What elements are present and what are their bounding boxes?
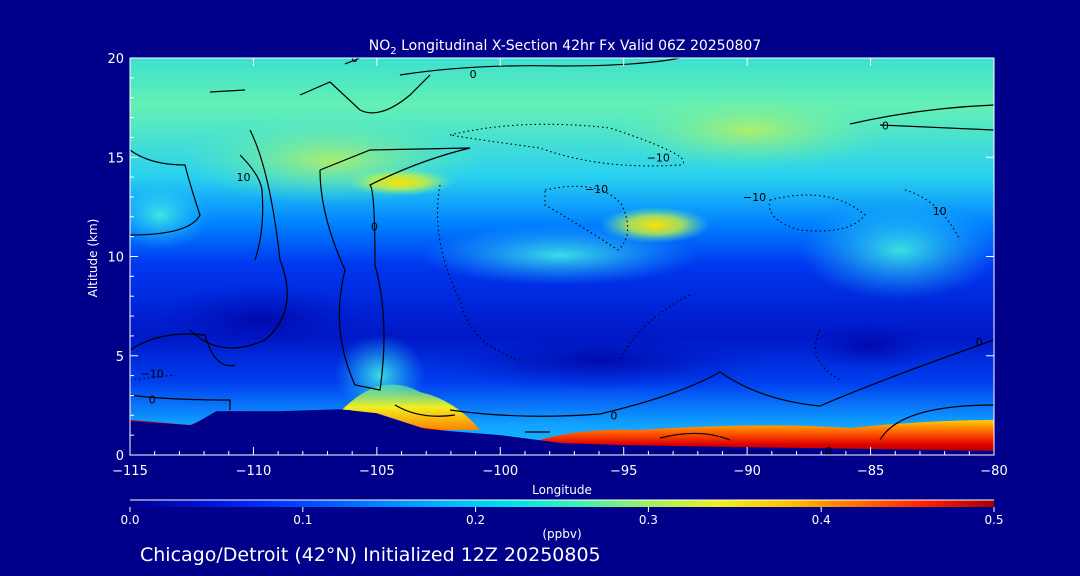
contour-label: 0 (882, 119, 889, 132)
y-tick-label: 5 (116, 350, 124, 365)
cyan-mid-west (130, 180, 210, 250)
contour-label: 0 (976, 336, 983, 349)
colorbar-tick-label: 0.5 (984, 513, 1003, 527)
mid-minimum-center (430, 330, 770, 390)
x-axis-label: Longitude (532, 483, 592, 497)
y-axis-label: Altitude (km) (86, 219, 100, 298)
x-tick-label: −115 (112, 464, 148, 479)
terrain (130, 409, 994, 455)
x-tick-label: −105 (359, 464, 395, 479)
contour-label: −10 (585, 183, 608, 196)
contour-label: −10 (141, 368, 164, 381)
y-tick-label: 10 (107, 251, 124, 266)
contour-label: −10 (743, 191, 766, 204)
chart-title: NO2 Longitudinal X-Section 42hr Fx Valid… (369, 38, 761, 57)
contour-ten-west (239, 154, 264, 261)
contour-zero-west-column (130, 149, 201, 236)
colorbar-tick-label: 0.2 (466, 513, 485, 527)
contour-label: 10 (933, 205, 947, 218)
y-axis: 0 5 10 15 20 (107, 52, 994, 464)
contour-label: 0 (470, 68, 477, 81)
contour-neg-ten-d (436, 184, 841, 381)
contour-labels: 0 0 0 −10 −10 −10 10 10 0 0 −10 0 0 0 (141, 52, 983, 458)
contour-zero-north (209, 74, 431, 114)
contour-label: 0 (371, 221, 378, 234)
y-tick-label: 0 (116, 449, 124, 464)
contour-label: 0 (610, 409, 617, 422)
mid-minimum-west (150, 285, 370, 355)
x-tick-label: −80 (980, 464, 1007, 479)
x-tick-label: −100 (482, 464, 518, 479)
cyan-mid-east (800, 200, 994, 300)
upper-green-east (610, 90, 890, 170)
contour-lines (130, 58, 994, 441)
contour-label: 0 (149, 393, 156, 406)
colorbar-tick-label: 0.4 (812, 513, 831, 527)
concentration-field: 0 0 0 −10 −10 −10 10 10 0 0 −10 0 0 0 (130, 52, 994, 458)
contour-neg-ten-a (449, 123, 685, 167)
contour-label: 10 (237, 171, 251, 184)
colorbar-label: (ppbv) (542, 527, 581, 541)
x-axis: −115 −110 −105 −100 −95 −90 −85 −80 (112, 58, 1008, 479)
contour-ten-east (130, 189, 961, 381)
colorbar-ticks: 0.0 0.1 0.2 0.3 0.4 0.5 (120, 507, 1004, 527)
contour-label: 0 (351, 52, 358, 65)
y-tick-label: 15 (107, 151, 124, 166)
contour-zero-boundary (394, 404, 994, 441)
colorbar: 0.0 0.1 0.2 0.3 0.4 0.5 (ppbv) (120, 499, 1004, 541)
contour-zero-central-column (189, 129, 471, 391)
contour-zero-east (849, 104, 994, 131)
colorbar-scale (130, 500, 994, 507)
contour-zero-top (344, 58, 681, 76)
y-tick-label: 20 (107, 52, 124, 67)
colorbar-tick-label: 0.0 (120, 513, 139, 527)
footer-caption: Chicago/Detroit (42°N) Initialized 12Z 2… (140, 544, 601, 566)
colorbar-tick-label: 0.1 (293, 513, 312, 527)
mid-minimum-east (800, 320, 940, 370)
contour-neg-ten-b (544, 185, 629, 251)
x-tick-label: −110 (236, 464, 272, 479)
contour-neg-ten-c (768, 194, 866, 232)
contour-zero-low (130, 333, 994, 417)
contour-label: −10 (647, 151, 670, 164)
x-tick-label: −85 (857, 464, 884, 479)
upper-maximum-core (345, 168, 455, 196)
colorbar-tick-label: 0.3 (639, 513, 658, 527)
x-tick-label: −95 (610, 464, 637, 479)
cyan-center (420, 225, 700, 285)
x-tick-label: −90 (733, 464, 760, 479)
contour-label: 0 (825, 445, 832, 458)
